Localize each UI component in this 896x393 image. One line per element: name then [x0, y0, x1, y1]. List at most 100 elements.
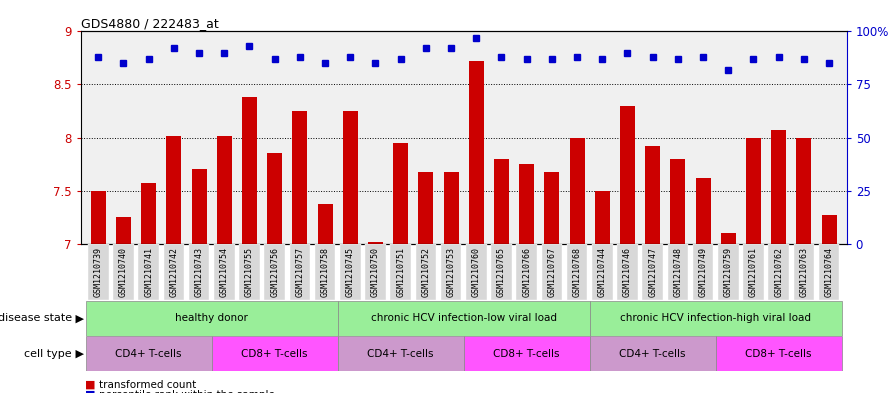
Text: GSM1210748: GSM1210748 — [674, 246, 683, 296]
Bar — [289, 244, 310, 300]
Bar — [595, 191, 610, 244]
Text: CD4+ T-cells: CD4+ T-cells — [619, 349, 686, 359]
Text: GSM1210741: GSM1210741 — [144, 246, 153, 296]
Text: GSM1210758: GSM1210758 — [321, 246, 330, 296]
Text: healthy donor: healthy donor — [176, 313, 248, 323]
Bar — [86, 336, 211, 371]
Bar — [794, 244, 814, 300]
Bar — [590, 336, 716, 371]
Bar — [88, 244, 108, 300]
Text: transformed count: transformed count — [99, 380, 196, 390]
Bar — [695, 178, 711, 244]
Bar — [466, 244, 487, 300]
Text: GSM1210756: GSM1210756 — [271, 246, 280, 296]
Bar — [189, 244, 210, 300]
Bar — [819, 244, 840, 300]
Text: cell type: cell type — [24, 349, 72, 359]
Bar — [822, 215, 837, 244]
Bar — [718, 244, 738, 300]
Text: CD8+ T-cells: CD8+ T-cells — [494, 349, 560, 359]
Bar — [368, 242, 383, 244]
Text: GSM1210751: GSM1210751 — [396, 246, 405, 296]
Bar — [716, 336, 841, 371]
Bar — [391, 244, 411, 300]
Bar — [720, 233, 736, 244]
Bar — [317, 204, 332, 244]
Text: GSM1210764: GSM1210764 — [824, 246, 833, 296]
Bar — [769, 244, 789, 300]
Bar — [90, 191, 106, 244]
Bar — [164, 244, 185, 300]
Text: GSM1210760: GSM1210760 — [472, 246, 481, 296]
Text: ■: ■ — [85, 380, 96, 390]
Bar — [214, 244, 235, 300]
Bar — [469, 61, 484, 244]
Bar — [116, 217, 131, 244]
Text: disease state: disease state — [0, 313, 72, 323]
Bar — [441, 244, 461, 300]
Bar — [491, 244, 512, 300]
Text: chronic HCV infection-high viral load: chronic HCV infection-high viral load — [620, 313, 811, 323]
Bar — [797, 138, 812, 244]
Text: GSM1210768: GSM1210768 — [573, 246, 582, 296]
Text: GSM1210747: GSM1210747 — [648, 246, 657, 296]
Bar — [617, 244, 638, 300]
Text: GSM1210766: GSM1210766 — [522, 246, 531, 296]
Bar — [113, 244, 134, 300]
Text: GSM1210755: GSM1210755 — [245, 246, 254, 296]
Bar — [541, 244, 562, 300]
Bar — [211, 336, 338, 371]
Bar — [366, 244, 386, 300]
Bar — [464, 336, 590, 371]
Bar — [693, 244, 713, 300]
Bar — [620, 106, 635, 244]
Bar — [668, 244, 688, 300]
Bar — [142, 183, 156, 244]
Bar — [239, 244, 260, 300]
Bar — [519, 164, 534, 244]
Text: GSM1210752: GSM1210752 — [421, 246, 430, 296]
Text: GSM1210744: GSM1210744 — [598, 246, 607, 296]
Text: ▶: ▶ — [72, 313, 83, 323]
Text: CD8+ T-cells: CD8+ T-cells — [745, 349, 812, 359]
Bar — [217, 136, 232, 244]
Bar — [567, 244, 588, 300]
Text: GSM1210746: GSM1210746 — [623, 246, 632, 296]
Text: GSM1210749: GSM1210749 — [699, 246, 708, 296]
Bar — [670, 159, 685, 244]
Text: GSM1210753: GSM1210753 — [446, 246, 455, 296]
Text: GDS4880 / 222483_at: GDS4880 / 222483_at — [81, 17, 219, 30]
Bar — [516, 244, 537, 300]
Text: ■: ■ — [85, 390, 96, 393]
Text: GSM1210743: GSM1210743 — [194, 246, 203, 296]
Bar — [267, 153, 282, 244]
Bar — [418, 171, 434, 244]
Bar — [590, 301, 841, 336]
Bar — [314, 244, 335, 300]
Bar — [167, 136, 181, 244]
Bar — [416, 244, 436, 300]
Bar — [745, 138, 761, 244]
Bar — [264, 244, 285, 300]
Text: CD4+ T-cells: CD4+ T-cells — [116, 349, 182, 359]
Bar — [393, 143, 409, 244]
Bar — [771, 130, 786, 244]
Text: GSM1210757: GSM1210757 — [296, 246, 305, 296]
Text: GSM1210767: GSM1210767 — [547, 246, 556, 296]
Bar — [138, 244, 159, 300]
Bar — [570, 138, 584, 244]
Bar — [192, 169, 207, 244]
Bar — [592, 244, 613, 300]
Bar — [338, 336, 464, 371]
Text: GSM1210745: GSM1210745 — [346, 246, 355, 296]
Text: GSM1210742: GSM1210742 — [169, 246, 178, 296]
Bar — [743, 244, 763, 300]
Bar — [645, 146, 660, 244]
Bar — [444, 171, 459, 244]
Text: GSM1210759: GSM1210759 — [724, 246, 733, 296]
Bar — [642, 244, 663, 300]
Bar — [338, 301, 590, 336]
Bar — [86, 301, 338, 336]
Text: GSM1210765: GSM1210765 — [497, 246, 506, 296]
Bar — [494, 159, 509, 244]
